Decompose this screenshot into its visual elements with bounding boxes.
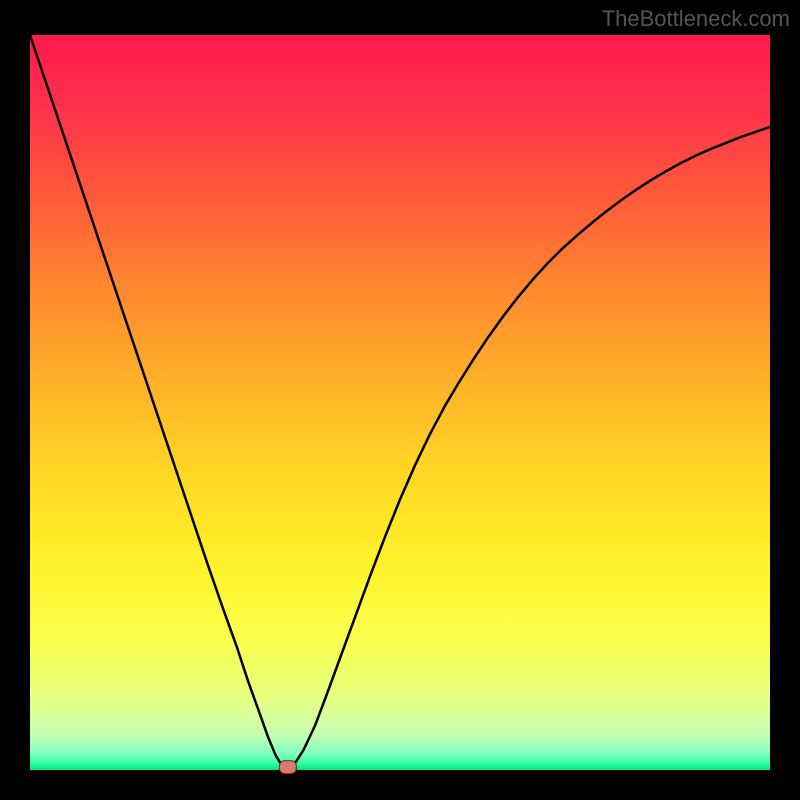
minimum-marker (278, 760, 296, 774)
chart-container: TheBottleneck.com (0, 0, 800, 800)
watermark-text: TheBottleneck.com (602, 6, 790, 32)
curve-line (30, 35, 770, 770)
plot-area (30, 35, 770, 770)
